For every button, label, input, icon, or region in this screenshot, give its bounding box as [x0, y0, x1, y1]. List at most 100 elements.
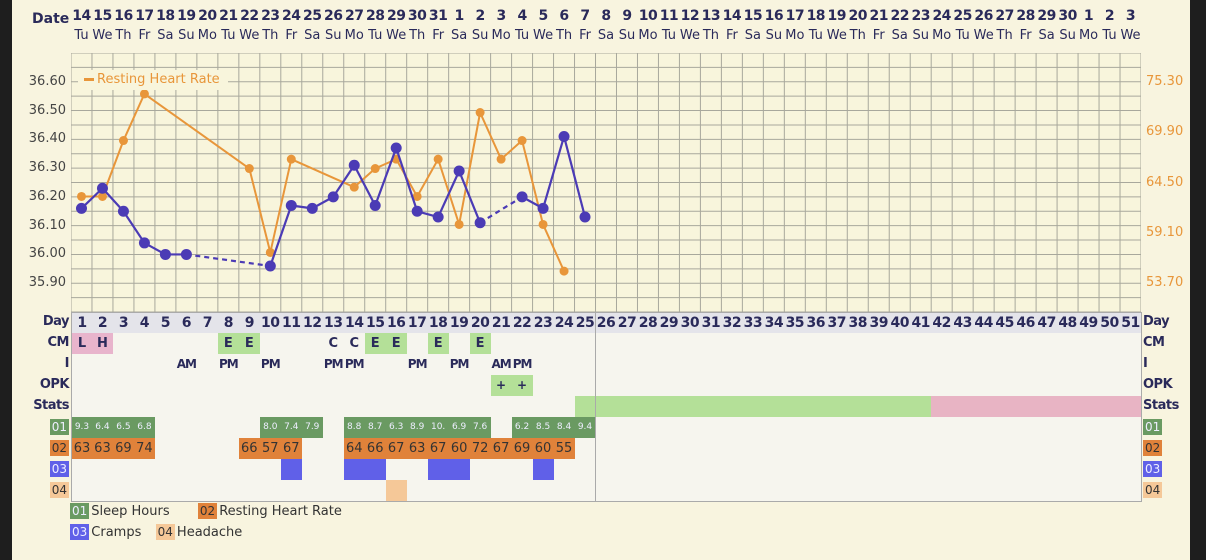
s03-cell[interactable]	[952, 459, 975, 481]
day-cell[interactable]: 13	[322, 312, 345, 334]
opk-cell[interactable]	[91, 375, 114, 397]
s04-cell[interactable]	[91, 480, 114, 502]
i-cell[interactable]: PM	[343, 354, 366, 376]
day-cell[interactable]: 51	[1120, 312, 1142, 334]
s03-cell[interactable]	[910, 459, 933, 481]
i-cell[interactable]	[721, 354, 744, 376]
stats-cell[interactable]	[679, 396, 702, 418]
stats-cell[interactable]	[175, 396, 198, 418]
stats-cell[interactable]	[448, 396, 471, 418]
day-cell[interactable]: 22	[511, 312, 534, 334]
day-cell[interactable]: 21	[490, 312, 513, 334]
s02-cell[interactable]	[658, 438, 681, 460]
cm-cell[interactable]: E	[364, 333, 387, 355]
stats-cell[interactable]	[889, 396, 912, 418]
s01-cell[interactable]	[322, 417, 345, 439]
s03-cell[interactable]	[805, 459, 828, 481]
s01-cell[interactable]: 7.9	[301, 417, 324, 439]
s01-cell[interactable]	[196, 417, 219, 439]
s02-cell[interactable]	[721, 438, 744, 460]
opk-cell[interactable]: +	[490, 375, 513, 397]
s03-cell[interactable]	[700, 459, 723, 481]
s04-cell[interactable]	[763, 480, 786, 502]
stats-cell[interactable]	[1036, 396, 1059, 418]
day-cell[interactable]: 2	[91, 312, 114, 334]
day-cell[interactable]: 44	[973, 312, 996, 334]
s02-cell[interactable]	[1120, 438, 1142, 460]
s01-cell[interactable]	[721, 417, 744, 439]
i-cell[interactable]	[1057, 354, 1080, 376]
day-cell[interactable]: 26	[595, 312, 618, 334]
s01-cell[interactable]	[154, 417, 177, 439]
cm-cell[interactable]	[910, 333, 933, 355]
s02-cell[interactable]	[616, 438, 639, 460]
stats-cell[interactable]	[994, 396, 1017, 418]
s03-cell[interactable]	[343, 459, 366, 481]
day-cell[interactable]: 45	[994, 312, 1017, 334]
opk-cell[interactable]	[889, 375, 912, 397]
stats-cell[interactable]	[784, 396, 807, 418]
s03-cell[interactable]	[637, 459, 660, 481]
s04-cell[interactable]	[112, 480, 135, 502]
s02-cell[interactable]	[763, 438, 786, 460]
s02-cell[interactable]: 63	[71, 438, 93, 460]
s04-cell[interactable]	[511, 480, 534, 502]
s04-cell[interactable]	[133, 480, 156, 502]
s02-cell[interactable]	[1036, 438, 1059, 460]
s03-cell[interactable]	[616, 459, 639, 481]
i-cell[interactable]	[1036, 354, 1059, 376]
opk-cell[interactable]	[1015, 375, 1038, 397]
s04-cell[interactable]	[343, 480, 366, 502]
day-cell[interactable]: 19	[448, 312, 471, 334]
i-cell[interactable]: AM	[175, 354, 198, 376]
s01-cell[interactable]	[175, 417, 198, 439]
cm-cell[interactable]	[847, 333, 870, 355]
day-cell[interactable]: 28	[637, 312, 660, 334]
s04-cell[interactable]	[1078, 480, 1101, 502]
s03-cell[interactable]	[259, 459, 282, 481]
cm-cell[interactable]: E	[238, 333, 261, 355]
opk-cell[interactable]	[973, 375, 996, 397]
cm-cell[interactable]	[868, 333, 891, 355]
s01-cell[interactable]	[1015, 417, 1038, 439]
i-cell[interactable]	[952, 354, 975, 376]
s02-cell[interactable]	[154, 438, 177, 460]
cm-cell[interactable]	[1078, 333, 1101, 355]
s03-cell[interactable]	[595, 459, 618, 481]
stats-cell[interactable]	[259, 396, 282, 418]
i-cell[interactable]	[280, 354, 303, 376]
s01-cell[interactable]	[1057, 417, 1080, 439]
s02-cell[interactable]: 67	[427, 438, 450, 460]
day-cell[interactable]: 9	[238, 312, 261, 334]
s02-cell[interactable]	[175, 438, 198, 460]
day-cell[interactable]: 15	[364, 312, 387, 334]
s02-cell[interactable]	[868, 438, 891, 460]
s01-cell[interactable]: 8.7	[364, 417, 387, 439]
cm-cell[interactable]	[301, 333, 324, 355]
day-cell[interactable]: 24	[553, 312, 576, 334]
i-cell[interactable]: AM	[490, 354, 513, 376]
opk-cell[interactable]	[301, 375, 324, 397]
cm-cell[interactable]: E	[217, 333, 240, 355]
s04-cell[interactable]	[427, 480, 450, 502]
s04-cell[interactable]	[406, 480, 429, 502]
s03-cell[interactable]	[658, 459, 681, 481]
s03-cell[interactable]	[1015, 459, 1038, 481]
s01-cell[interactable]	[1036, 417, 1059, 439]
opk-cell[interactable]	[574, 375, 597, 397]
day-cell[interactable]: 32	[721, 312, 744, 334]
s01-cell[interactable]: 6.2	[511, 417, 534, 439]
cm-cell[interactable]	[196, 333, 219, 355]
s02-cell[interactable]	[322, 438, 345, 460]
i-cell[interactable]	[658, 354, 681, 376]
s04-cell[interactable]	[238, 480, 261, 502]
stats-cell[interactable]	[532, 396, 555, 418]
s02-cell[interactable]	[973, 438, 996, 460]
i-cell[interactable]	[910, 354, 933, 376]
s03-cell[interactable]	[826, 459, 849, 481]
s01-cell[interactable]	[826, 417, 849, 439]
day-cell[interactable]: 11	[280, 312, 303, 334]
stats-cell[interactable]	[1120, 396, 1142, 418]
s02-cell[interactable]: 64	[343, 438, 366, 460]
s02-cell[interactable]: 63	[91, 438, 114, 460]
